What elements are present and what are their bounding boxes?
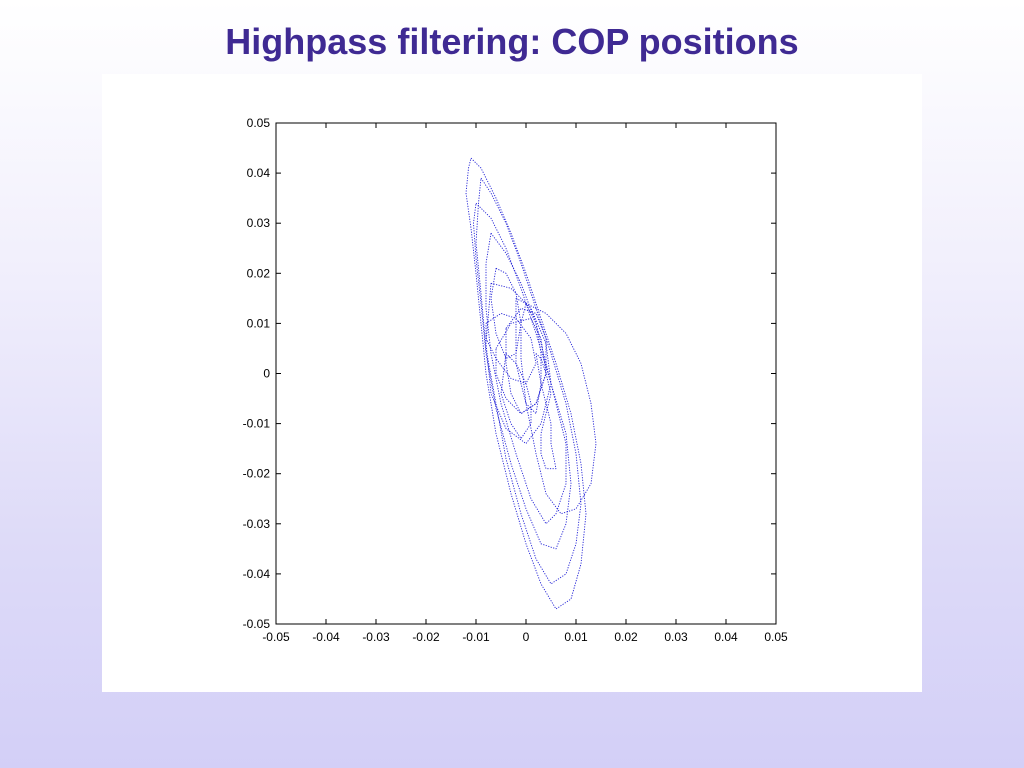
cop-trace-7	[505, 307, 547, 415]
x-tick-label: 0.02	[614, 630, 638, 644]
y-tick-label: 0	[263, 367, 270, 381]
y-tick-label: -0.05	[243, 617, 271, 631]
cop-trace-13	[485, 282, 552, 445]
cop-trace-6	[495, 317, 547, 415]
x-tick-label: -0.04	[312, 630, 340, 644]
y-tick-label: 0.02	[247, 266, 271, 280]
trace-group	[465, 157, 597, 610]
y-tick-label: -0.01	[243, 417, 271, 431]
y-tick-label: 0.01	[247, 316, 271, 330]
x-tick-label: 0.03	[664, 630, 688, 644]
x-tick-label: 0.05	[764, 630, 788, 644]
cop-trace-4	[485, 232, 567, 525]
cop-trace-2	[475, 177, 582, 585]
cop-trajectory-chart: -0.05 -0.04 -0.03 -0.02 -0.01 0 0.01 0.02 0.03 0.…	[243, 116, 788, 644]
x-tick-label: 0.04	[714, 630, 738, 644]
plot-frame	[275, 122, 777, 625]
cop-trace-8	[485, 312, 537, 384]
slide-title: Highpass filtering: COP positions	[225, 21, 799, 62]
y-tick-label: 0.03	[247, 216, 271, 230]
cop-trace-5	[520, 302, 597, 515]
tick-group	[275, 122, 777, 625]
cop-trace-10	[515, 297, 542, 415]
x-tick-label: 0	[523, 630, 530, 644]
y-tick-label: 0.05	[247, 116, 271, 130]
cop-trace-3	[473, 202, 572, 550]
x-tick-label: -0.03	[362, 630, 390, 644]
y-tick-label: -0.03	[243, 517, 271, 531]
cop-trace-12	[535, 353, 557, 470]
y-tick-label: -0.04	[243, 567, 271, 581]
figure-panel: -0.05 -0.04 -0.03 -0.02 -0.01 0 0.01 0.02 0.03 0.…	[102, 74, 922, 692]
x-tick-label: -0.02	[412, 630, 440, 644]
cop-trace-1	[465, 157, 587, 610]
x-tick-label: 0.01	[564, 630, 588, 644]
y-tick-label: -0.02	[243, 467, 271, 481]
x-tick-label: -0.05	[262, 630, 290, 644]
x-tick-label: -0.01	[462, 630, 490, 644]
cop-trace-11	[500, 353, 532, 440]
tick-label-group: -0.05 -0.04 -0.03 -0.02 -0.01 0 0.01 0.02 0.03 0.…	[243, 116, 788, 644]
y-tick-label: 0.04	[247, 166, 271, 180]
